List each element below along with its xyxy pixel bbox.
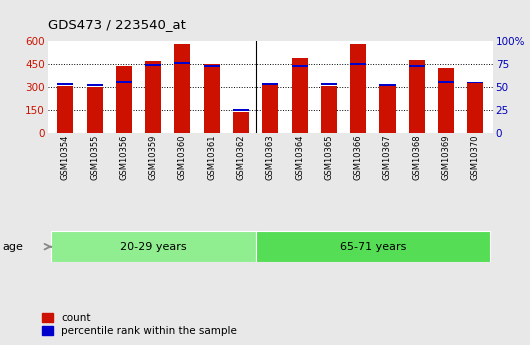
Bar — [204, 65, 220, 67]
Text: 65-71 years: 65-71 years — [340, 242, 406, 252]
Bar — [116, 66, 132, 133]
Bar — [379, 86, 395, 133]
Bar — [57, 83, 73, 85]
Bar — [145, 64, 161, 66]
Bar — [409, 60, 425, 133]
Bar — [438, 68, 454, 133]
Text: age: age — [3, 242, 23, 252]
Bar — [262, 83, 278, 85]
Legend: count, percentile rank within the sample: count, percentile rank within the sample — [42, 313, 237, 336]
Bar — [321, 83, 337, 85]
Text: 20-29 years: 20-29 years — [120, 242, 187, 252]
Bar — [86, 87, 103, 133]
Bar — [255, 231, 490, 262]
Bar — [262, 84, 278, 133]
Text: GDS473 / 223540_at: GDS473 / 223540_at — [48, 18, 186, 31]
Bar — [57, 86, 73, 133]
Bar — [116, 81, 132, 82]
Bar — [350, 44, 366, 133]
Bar — [409, 65, 425, 67]
Bar — [350, 63, 366, 65]
Bar — [86, 85, 103, 86]
Bar — [204, 64, 220, 133]
Bar — [467, 82, 483, 83]
Bar — [438, 81, 454, 82]
Bar — [321, 86, 337, 133]
Bar — [145, 61, 161, 133]
Bar — [379, 85, 395, 86]
Bar — [174, 62, 190, 64]
Bar — [467, 83, 483, 133]
Bar — [51, 231, 255, 262]
Bar — [292, 58, 307, 133]
Bar — [233, 109, 249, 111]
Bar — [233, 112, 249, 133]
Bar — [292, 65, 307, 67]
Bar — [174, 43, 190, 133]
